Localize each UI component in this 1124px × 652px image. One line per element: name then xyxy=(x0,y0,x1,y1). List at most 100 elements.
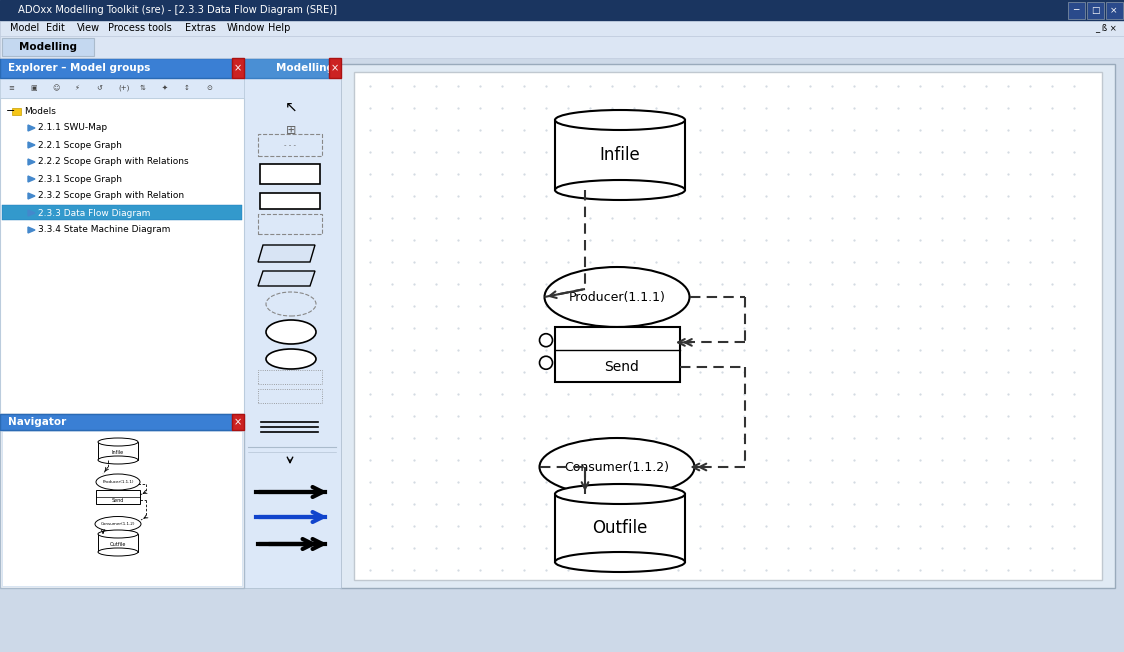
Bar xyxy=(0,36,1124,58)
Ellipse shape xyxy=(266,349,316,369)
Text: ✦: ✦ xyxy=(162,85,167,91)
Bar xyxy=(260,164,320,184)
Ellipse shape xyxy=(540,356,553,369)
Bar xyxy=(0,414,232,430)
Text: ⇅: ⇅ xyxy=(140,85,146,91)
Text: 2.1.1 SWU-Map: 2.1.1 SWU-Map xyxy=(38,123,107,132)
Ellipse shape xyxy=(555,110,685,130)
Ellipse shape xyxy=(266,292,316,316)
Bar xyxy=(1087,2,1104,19)
Text: ×: × xyxy=(330,63,339,73)
Text: Consumer(1.1.2): Consumer(1.1.2) xyxy=(564,460,670,473)
Bar xyxy=(232,58,244,78)
Ellipse shape xyxy=(98,530,138,538)
Bar xyxy=(2,205,242,220)
Text: Infile: Infile xyxy=(112,449,124,454)
Text: Producer(1.1.1): Producer(1.1.1) xyxy=(102,480,134,484)
Bar xyxy=(98,442,138,460)
Bar xyxy=(0,78,244,98)
Text: Extras: Extras xyxy=(185,23,216,33)
Bar xyxy=(259,389,321,403)
Text: View: View xyxy=(76,23,100,33)
Text: 3.3.4 State Machine Diagram: 3.3.4 State Machine Diagram xyxy=(38,226,171,235)
Ellipse shape xyxy=(96,516,140,531)
Ellipse shape xyxy=(540,334,553,347)
Bar xyxy=(1106,2,1123,19)
Text: □: □ xyxy=(1090,6,1099,15)
Bar xyxy=(354,72,1102,580)
Ellipse shape xyxy=(555,484,685,504)
Bar xyxy=(259,134,321,156)
Text: ↺: ↺ xyxy=(96,85,102,91)
Bar xyxy=(1068,2,1085,19)
Text: Models: Models xyxy=(24,106,56,115)
Bar xyxy=(259,214,321,234)
Bar xyxy=(232,414,244,430)
Polygon shape xyxy=(28,210,35,216)
Bar xyxy=(0,58,232,78)
Text: Infile: Infile xyxy=(599,146,641,164)
Text: 2.3.2 Scope Graph with Relation: 2.3.2 Scope Graph with Relation xyxy=(38,192,184,201)
Text: Process tools: Process tools xyxy=(108,23,171,33)
Text: ×: × xyxy=(234,63,242,73)
Bar xyxy=(244,58,341,588)
Bar xyxy=(259,370,321,384)
Text: ▣: ▣ xyxy=(30,85,37,91)
Ellipse shape xyxy=(555,552,685,572)
Text: ×: × xyxy=(1111,6,1117,15)
Polygon shape xyxy=(28,176,35,182)
Bar xyxy=(2,431,242,586)
Text: Navigator: Navigator xyxy=(8,417,66,427)
Bar xyxy=(98,534,138,552)
Bar xyxy=(555,120,685,190)
Bar xyxy=(0,414,244,588)
Text: 2.3.3 Data Flow Diagram: 2.3.3 Data Flow Diagram xyxy=(38,209,151,218)
Text: 2.2.1 Scope Graph: 2.2.1 Scope Graph xyxy=(38,140,121,149)
Text: Outfile: Outfile xyxy=(592,519,647,537)
Ellipse shape xyxy=(98,456,138,464)
Bar xyxy=(96,490,140,504)
Text: Consumer(1.1.2): Consumer(1.1.2) xyxy=(101,522,135,526)
Text: Explorer – Model groups: Explorer – Model groups xyxy=(8,63,151,73)
Text: Window: Window xyxy=(226,23,265,33)
Text: Modelling: Modelling xyxy=(277,63,334,73)
Text: - - -: - - - xyxy=(284,142,296,148)
Text: ADOxx Modelling Toolkit (sre) - [2.3.3 Data Flow Diagram (SRE)]: ADOxx Modelling Toolkit (sre) - [2.3.3 D… xyxy=(18,5,337,15)
Polygon shape xyxy=(28,142,35,148)
Text: Edit: Edit xyxy=(46,23,65,33)
Ellipse shape xyxy=(98,438,138,446)
Text: (+): (+) xyxy=(118,85,129,91)
Text: Send: Send xyxy=(111,499,124,503)
Text: −: − xyxy=(6,106,16,116)
Bar xyxy=(555,327,680,382)
Ellipse shape xyxy=(540,438,695,496)
Bar xyxy=(260,193,320,209)
Bar xyxy=(555,494,685,562)
Text: Producer(1.1.1): Producer(1.1.1) xyxy=(569,291,665,303)
Polygon shape xyxy=(28,193,35,199)
Text: Outfile: Outfile xyxy=(110,542,126,546)
Bar xyxy=(12,108,21,115)
Polygon shape xyxy=(28,159,35,165)
Ellipse shape xyxy=(544,267,689,327)
Text: ×: × xyxy=(234,417,242,427)
Text: ↖: ↖ xyxy=(284,100,298,115)
Text: ⊞: ⊞ xyxy=(285,123,297,136)
Ellipse shape xyxy=(266,320,316,344)
Text: Help: Help xyxy=(268,23,290,33)
Text: _ ß ×: _ ß × xyxy=(1095,23,1117,33)
Text: 2.3.1 Scope Graph: 2.3.1 Scope Graph xyxy=(38,175,123,183)
Polygon shape xyxy=(28,227,35,233)
Bar xyxy=(329,58,341,78)
Text: Send: Send xyxy=(604,360,638,374)
Bar xyxy=(0,20,1124,36)
Text: Modelling: Modelling xyxy=(19,42,78,52)
Text: ⚡: ⚡ xyxy=(74,85,79,91)
Text: Model: Model xyxy=(10,23,39,33)
Ellipse shape xyxy=(555,180,685,200)
Bar xyxy=(2,38,94,56)
Ellipse shape xyxy=(98,548,138,556)
Polygon shape xyxy=(259,271,315,286)
Bar xyxy=(0,98,244,414)
Bar xyxy=(244,58,329,78)
